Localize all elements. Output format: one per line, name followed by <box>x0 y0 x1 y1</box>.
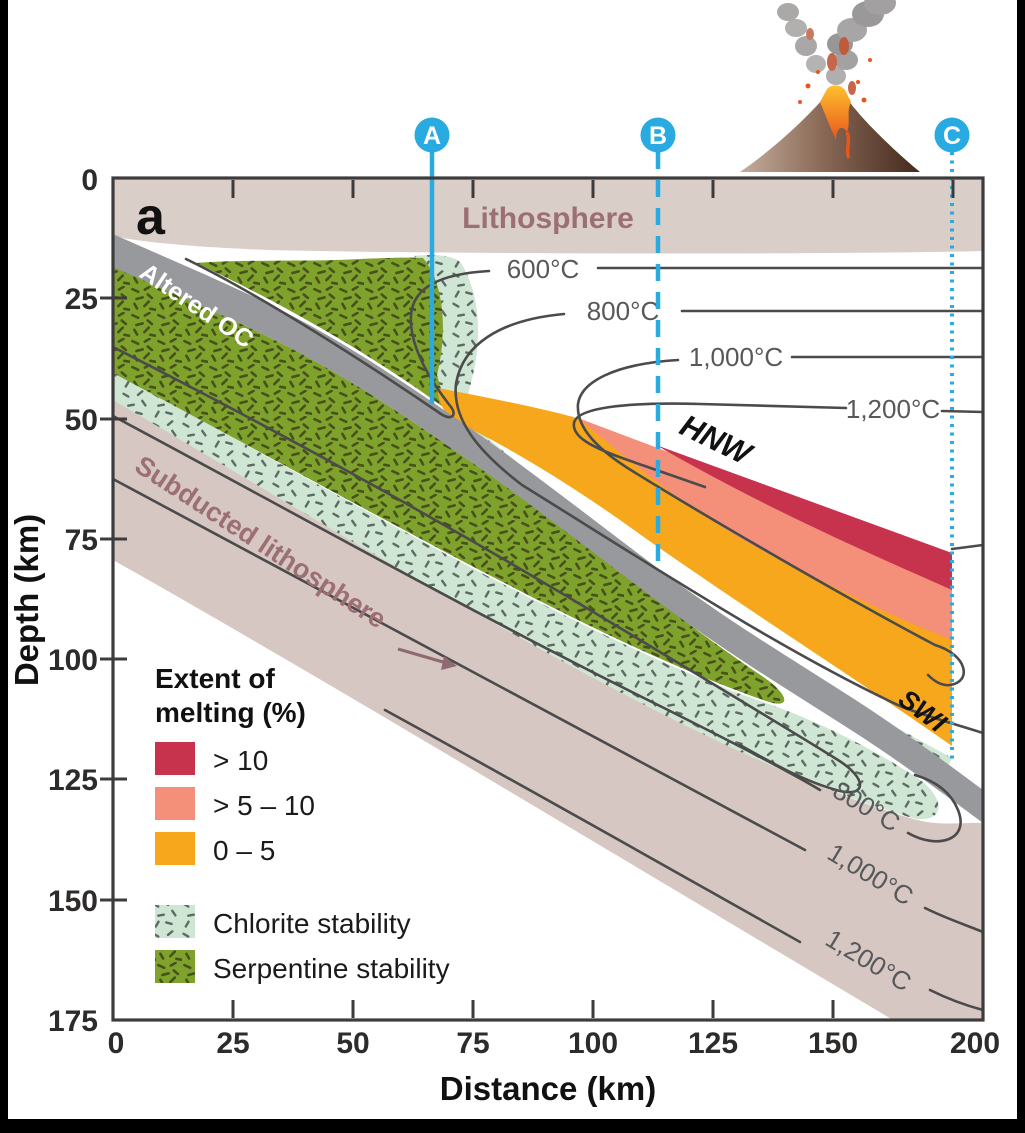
svg-text:A: A <box>423 122 441 150</box>
profile-marker-a: A <box>414 117 450 153</box>
x-tick-label: 25 <box>216 1027 249 1060</box>
contour-label-1200: 1,200°C <box>846 394 940 424</box>
contour-800-subslab-a <box>111 414 822 792</box>
contour-800-hairpin <box>454 312 985 735</box>
legend-label-serpentine: Serpentine stability <box>213 953 450 984</box>
x-axis-labels: 0 25 50 75 100 125 150 200 <box>108 1027 1000 1060</box>
melt-10-region <box>656 445 952 590</box>
legend-label-chlorite: Chlorite stability <box>213 908 411 939</box>
y-axis-title: Depth (km) <box>8 514 45 686</box>
altered-oc-slab <box>113 234 983 823</box>
y-tick-label: 0 <box>81 164 98 197</box>
x-axis-title: Distance (km) <box>440 1070 656 1107</box>
contour-1200-hairpin <box>572 402 848 489</box>
lithosphere-label: Lithosphere <box>462 202 634 235</box>
contour-600-hairpin <box>184 257 491 419</box>
serpentine-wedge-region <box>196 257 447 410</box>
serpentine-subslab-region <box>113 266 785 704</box>
x-tick-label: 50 <box>336 1027 369 1060</box>
profile-markers: A B C <box>414 117 970 153</box>
y-axis-ticks <box>100 296 127 902</box>
legend: Extent of melting (%) > 10 > 5 – 10 0 – … <box>155 663 450 984</box>
profile-marker-c: C <box>934 117 970 153</box>
x-tick-label: 150 <box>808 1027 858 1060</box>
x-axis-top-ticks <box>231 180 955 198</box>
melt-0-5-region <box>437 388 953 746</box>
contour-label-800: 800°C <box>587 296 660 326</box>
lithosphere-region <box>113 178 983 254</box>
x-tick-label: 100 <box>568 1027 618 1060</box>
y-axis-labels: 0 25 50 75 100 125 150 175 <box>48 164 98 1038</box>
y-tick-label: 100 <box>48 644 98 677</box>
melt-5-10-region <box>578 418 952 640</box>
crater-lava <box>820 85 851 140</box>
contour-1000-subslab-b <box>923 906 985 934</box>
legend-swatch-serpentine <box>155 950 195 983</box>
contour-1200-stub <box>950 543 985 551</box>
legend-label-melt-high: > 10 <box>213 745 268 776</box>
isotherm-contours <box>111 257 985 1012</box>
contour-1200-upper <box>940 409 985 414</box>
contour-1200-subslab-b <box>928 988 985 1012</box>
contour-1200-subslab-a <box>383 708 802 944</box>
profile-lines <box>429 152 954 762</box>
legend-title-line2: melting (%) <box>155 697 306 728</box>
plot-frame <box>100 176 985 1022</box>
x-tick-label: 200 <box>950 1027 1000 1060</box>
svg-text:C: C <box>943 122 961 150</box>
x-axis-bottom-ticks <box>231 1000 835 1018</box>
legend-title-line1: Extent of <box>155 663 275 694</box>
x-tick-label: 75 <box>456 1027 489 1060</box>
x-tick-label: 125 <box>688 1027 738 1060</box>
y-tick-label: 150 <box>48 885 98 918</box>
volcano-cone <box>740 94 920 172</box>
plot-border <box>111 176 985 1022</box>
chlorite-subslab-region <box>113 372 939 820</box>
legend-label-melt-low: 0 – 5 <box>213 835 275 866</box>
svg-text:B: B <box>649 122 667 150</box>
y-tick-label: 25 <box>65 283 98 316</box>
volcano-illustration <box>740 0 920 172</box>
y-tick-label: 50 <box>65 404 98 437</box>
y-tick-label: 75 <box>65 524 98 557</box>
x-tick-label: 0 <box>108 1027 125 1060</box>
legend-swatch-melt-high <box>155 742 195 775</box>
cross-section-regions <box>113 178 983 1020</box>
lava-spatter <box>798 58 872 104</box>
panel-label: a <box>136 188 166 246</box>
contour-1000-hairpin <box>576 358 966 687</box>
subducted-lithosphere-region <box>113 390 983 1020</box>
legend-swatch-melt-low <box>155 832 195 865</box>
contour-800-subslab-b <box>906 773 962 843</box>
y-tick-label: 175 <box>48 1005 98 1038</box>
lava-streak <box>845 131 851 159</box>
smoke-plume <box>777 0 896 95</box>
flow-arrow <box>397 647 457 670</box>
legend-label-melt-mid: > 5 – 10 <box>213 790 315 821</box>
y-tick-label: 125 <box>48 764 98 797</box>
profile-marker-b: B <box>640 117 676 153</box>
contour-600-subslab <box>111 345 862 794</box>
legend-swatch-chlorite <box>155 905 195 938</box>
contour-label-600: 600°C <box>507 254 580 284</box>
contour-label-1000: 1,000°C <box>689 342 783 372</box>
legend-swatch-melt-mid <box>155 787 195 820</box>
